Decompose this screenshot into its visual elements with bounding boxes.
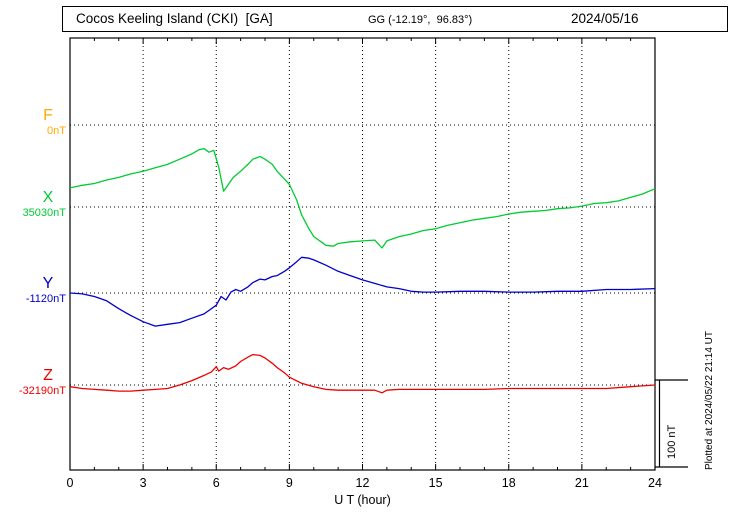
trace-letter-f: F	[43, 107, 53, 124]
x-tick-label: 9	[285, 476, 293, 490]
trace-letter-z: Z	[43, 367, 53, 384]
x-tick-label: 3	[139, 476, 147, 490]
trace-label-x: X 35030nT	[2, 189, 66, 220]
x-tick-label: 24	[648, 476, 662, 490]
x-tick-label: 18	[501, 476, 516, 490]
scale-bar-label: 100 nT	[666, 424, 678, 459]
trace-x	[69, 148, 656, 249]
plot-frame	[69, 37, 656, 471]
trace-label-f: F 0nT	[2, 107, 66, 138]
x-tick-label: 15	[428, 476, 443, 490]
plot-date: 2024/05/16	[571, 11, 639, 26]
x-tick-label: 6	[212, 476, 220, 490]
plotted-at-note: Plotted at 2024/05/22 21:14 UT	[704, 331, 715, 470]
x-tick-label: 12	[355, 476, 370, 490]
x-axis-label: U T (hour)	[334, 493, 391, 507]
geographic-coords: GG (-12.19°, 96.83°)	[368, 14, 473, 26]
trace-baseline-value-f: 0nT	[47, 125, 66, 137]
trace-letter-x: X	[42, 189, 54, 206]
x-axis-tick-labels: 0 3 6 9 12 15 18 21 24	[0, 476, 730, 492]
x-tick-label: 21	[574, 476, 589, 490]
trace-label-z: Z -32190nT	[2, 367, 66, 398]
trace-baseline-value-y: -1120nT	[25, 293, 66, 305]
trace-label-y: Y -1120nT	[2, 275, 66, 306]
trace-letter-y: Y	[42, 275, 54, 292]
title-bar: Cocos Keeling Island (CKI) [GA] GG (-12.…	[62, 6, 728, 32]
x-tick-label: 0	[66, 476, 74, 490]
trace-z	[69, 353, 656, 394]
trace-baseline-value-z: -32190nT	[18, 385, 66, 397]
trace-y	[69, 256, 656, 327]
station-title: Cocos Keeling Island (CKI) [GA]	[76, 11, 273, 26]
trace-baseline-value-x: 35030nT	[22, 207, 66, 219]
